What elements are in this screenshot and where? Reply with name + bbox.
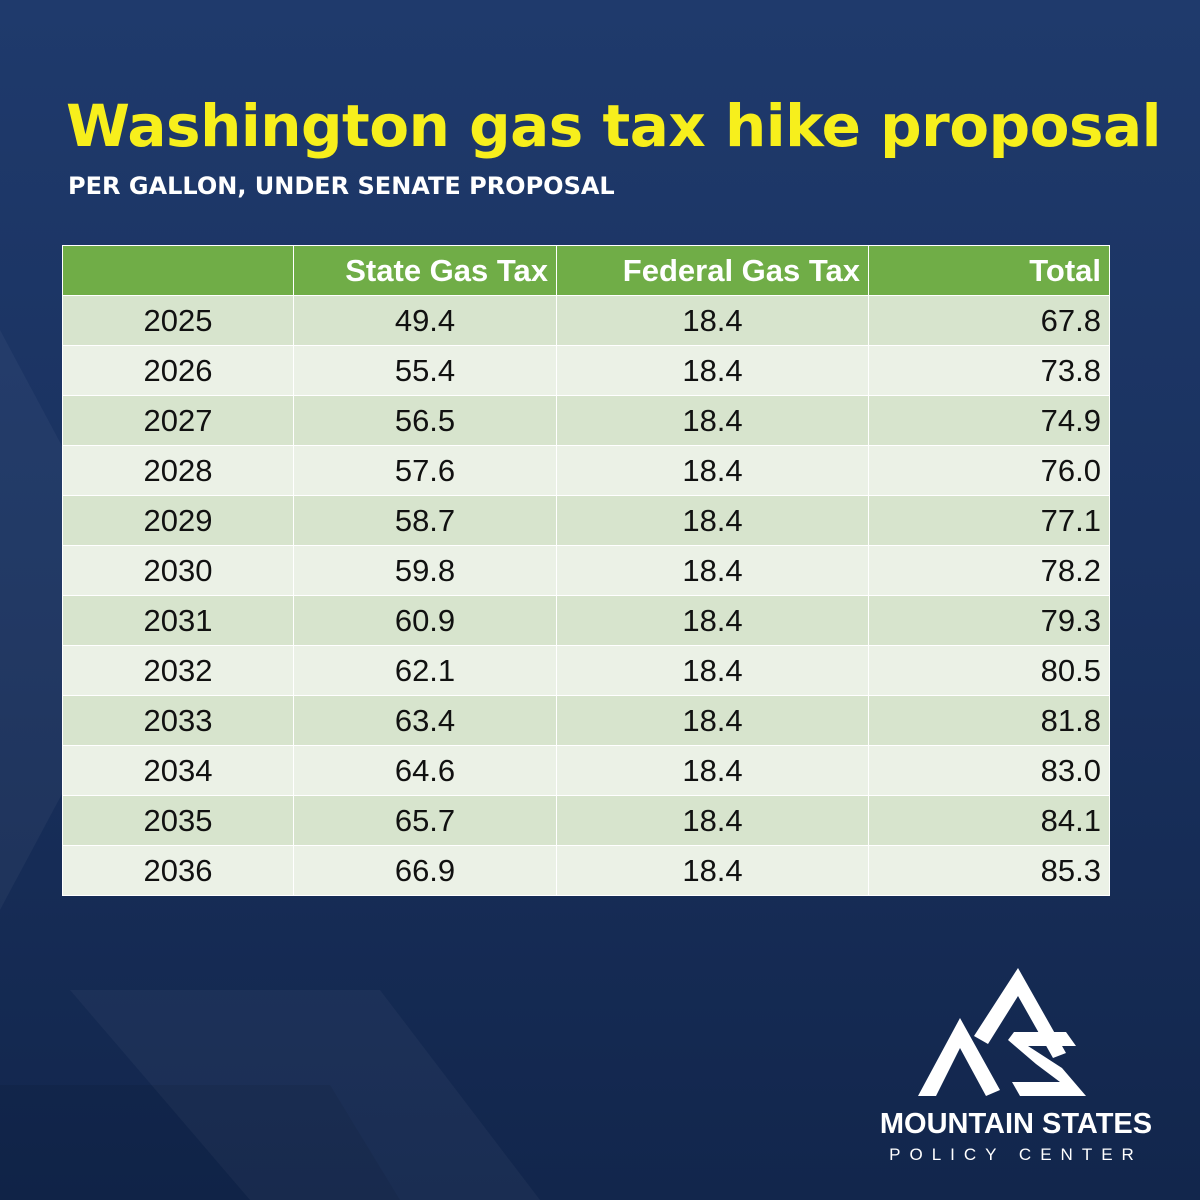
cell-year: 2025 [62,295,294,346]
cell-federal-gas-tax: 18.4 [556,695,869,746]
logo-subtitle: POLICY CENTER [889,1145,1143,1164]
cell-year: 2028 [62,445,294,496]
cell-year: 2029 [62,495,294,546]
cell-state-gas-tax: 62.1 [293,645,557,696]
cell-federal-gas-tax: 18.4 [556,745,869,796]
mountain-ms-logo-icon [918,968,1086,1096]
table-row: 2034 64.6 18.4 83.0 [62,745,1110,796]
cell-year: 2033 [62,695,294,746]
cell-year: 2026 [62,345,294,396]
cell-federal-gas-tax: 18.4 [556,495,869,546]
cell-federal-gas-tax: 18.4 [556,445,869,496]
cell-federal-gas-tax: 18.4 [556,295,869,346]
cell-state-gas-tax: 60.9 [293,595,557,646]
cell-total: 84.1 [868,795,1110,846]
header-total: Total [868,245,1110,296]
cell-year: 2036 [62,845,294,896]
chart-subtitle: PER GALLON, UNDER SENATE PROPOSAL [68,172,615,200]
cell-total: 83.0 [868,745,1110,796]
table-header-row: State Gas Tax Federal Gas Tax Total [62,245,1110,296]
cell-federal-gas-tax: 18.4 [556,845,869,896]
cell-federal-gas-tax: 18.4 [556,645,869,696]
cell-year: 2027 [62,395,294,446]
cell-total: 85.3 [868,845,1110,896]
table-row: 2033 63.4 18.4 81.8 [62,695,1110,746]
cell-total: 81.8 [868,695,1110,746]
cell-total: 80.5 [868,645,1110,696]
table-row: 2028 57.6 18.4 76.0 [62,445,1110,496]
cell-state-gas-tax: 59.8 [293,545,557,596]
cell-year: 2035 [62,795,294,846]
cell-state-gas-tax: 63.4 [293,695,557,746]
cell-total: 74.9 [868,395,1110,446]
cell-year: 2030 [62,545,294,596]
header-year [62,245,294,296]
cell-federal-gas-tax: 18.4 [556,395,869,446]
cell-federal-gas-tax: 18.4 [556,545,869,596]
cell-state-gas-tax: 64.6 [293,745,557,796]
cell-year: 2032 [62,645,294,696]
cell-state-gas-tax: 66.9 [293,845,557,896]
header-federal-gas-tax: Federal Gas Tax [556,245,869,296]
table-body: 2025 49.4 18.4 67.8 2026 55.4 18.4 73.8 2027 56.5… [62,295,1110,896]
cell-state-gas-tax: 56.5 [293,395,557,446]
cell-state-gas-tax: 49.4 [293,295,557,346]
cell-federal-gas-tax: 18.4 [556,795,869,846]
table-row: 2027 56.5 18.4 74.9 [62,395,1110,446]
cell-state-gas-tax: 57.6 [293,445,557,496]
cell-federal-gas-tax: 18.4 [556,595,869,646]
table-row: 2029 58.7 18.4 77.1 [62,495,1110,546]
header-state-gas-tax: State Gas Tax [293,245,557,296]
cell-total: 76.0 [868,445,1110,496]
cell-state-gas-tax: 55.4 [293,345,557,396]
table-row: 2032 62.1 18.4 80.5 [62,645,1110,696]
table-row: 2035 65.7 18.4 84.1 [62,795,1110,846]
table-row: 2036 66.9 18.4 85.3 [62,845,1110,896]
table-row: 2030 59.8 18.4 78.2 [62,545,1110,596]
cell-total: 78.2 [868,545,1110,596]
cell-total: 79.3 [868,595,1110,646]
cell-year: 2034 [62,745,294,796]
mountain-states-logo: MOUNTAIN STATES POLICY CENTER [870,968,1170,1168]
cell-total: 77.1 [868,495,1110,546]
gas-tax-table: State Gas Tax Federal Gas Tax Total 2025… [62,245,1110,896]
cell-state-gas-tax: 65.7 [293,795,557,846]
chart-title: Washington gas tax hike proposal [66,92,1162,160]
cell-total: 73.8 [868,345,1110,396]
cell-federal-gas-tax: 18.4 [556,345,869,396]
cell-year: 2031 [62,595,294,646]
cell-total: 67.8 [868,295,1110,346]
table-row: 2031 60.9 18.4 79.3 [62,595,1110,646]
table-row: 2025 49.4 18.4 67.8 [62,295,1110,346]
cell-state-gas-tax: 58.7 [293,495,557,546]
table-row: 2026 55.4 18.4 73.8 [62,345,1110,396]
logo-name: MOUNTAIN STATES [879,1108,1153,1140]
